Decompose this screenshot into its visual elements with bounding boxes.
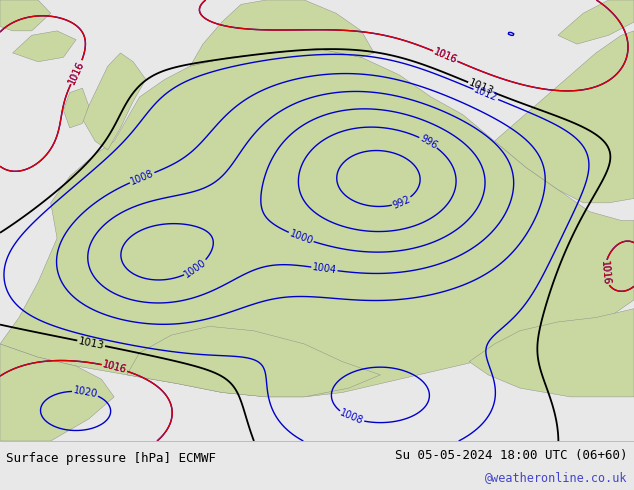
- Text: 1000: 1000: [183, 257, 209, 280]
- Text: 1016: 1016: [67, 59, 86, 85]
- Polygon shape: [0, 49, 634, 397]
- Polygon shape: [190, 0, 374, 66]
- Text: 1016: 1016: [67, 59, 86, 85]
- Text: Su 05-05-2024 18:00 UTC (06+60): Su 05-05-2024 18:00 UTC (06+60): [395, 449, 628, 462]
- Text: 992: 992: [391, 194, 412, 210]
- Polygon shape: [127, 326, 380, 397]
- Polygon shape: [469, 309, 634, 397]
- Text: 1000: 1000: [288, 228, 314, 246]
- Text: 1008: 1008: [129, 168, 155, 187]
- Text: 1016: 1016: [432, 47, 458, 66]
- Text: Surface pressure [hPa] ECMWF: Surface pressure [hPa] ECMWF: [6, 452, 216, 465]
- Text: 1016: 1016: [101, 360, 127, 375]
- Polygon shape: [558, 0, 634, 44]
- Text: 1016: 1016: [599, 260, 611, 286]
- Polygon shape: [63, 88, 89, 128]
- Text: 1008: 1008: [339, 408, 365, 427]
- Text: 1020: 1020: [72, 385, 98, 399]
- Text: 1004: 1004: [311, 262, 337, 275]
- Text: 1016: 1016: [101, 360, 127, 375]
- Text: 1012: 1012: [472, 85, 499, 104]
- Text: 1016: 1016: [432, 47, 458, 66]
- Text: 1016: 1016: [599, 260, 611, 286]
- Text: 1013: 1013: [467, 78, 495, 97]
- Polygon shape: [13, 31, 76, 62]
- Text: 1013: 1013: [77, 336, 105, 351]
- Polygon shape: [82, 53, 146, 150]
- Polygon shape: [0, 0, 51, 31]
- Polygon shape: [495, 31, 634, 203]
- Text: 996: 996: [418, 133, 439, 151]
- Polygon shape: [0, 344, 114, 441]
- Text: @weatheronline.co.uk: @weatheronline.co.uk: [485, 471, 628, 484]
